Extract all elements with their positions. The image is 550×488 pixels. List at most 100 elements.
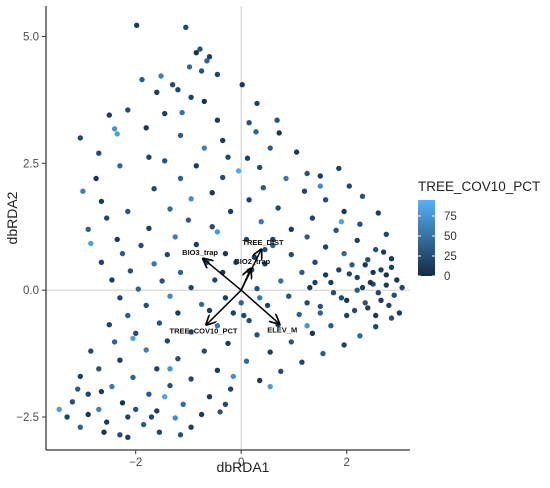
data-point [254, 285, 260, 292]
data-point [133, 330, 139, 336]
data-point [151, 186, 157, 192]
data-point [336, 165, 342, 172]
data-point [354, 274, 360, 281]
data-point [125, 414, 131, 420]
data-point [383, 231, 389, 237]
data-point [77, 135, 84, 141]
vector-label: TREE_COV10_PCT [170, 327, 238, 336]
data-point [217, 409, 223, 415]
data-point [172, 234, 178, 240]
data-point [177, 269, 184, 276]
data-point [338, 295, 345, 301]
data-point [341, 208, 347, 215]
data-point [172, 415, 178, 421]
data-point [322, 197, 329, 203]
data-point [188, 284, 194, 291]
data-point [143, 302, 149, 309]
data-point [154, 366, 160, 372]
data-point [146, 154, 152, 160]
data-point [177, 432, 184, 438]
data-point [212, 277, 218, 283]
data-point [146, 391, 152, 397]
data-point [338, 219, 345, 225]
vector-arrow [240, 289, 279, 323]
data-point [204, 58, 210, 64]
data-point [336, 267, 342, 273]
data-point [162, 110, 168, 117]
data-point [214, 367, 221, 373]
data-point [278, 278, 284, 284]
data-point [148, 414, 155, 420]
vector-label: TREE_DIST [242, 238, 284, 247]
data-point [312, 279, 318, 286]
data-point [197, 46, 203, 52]
vector-label: BIO2_trap [234, 257, 270, 266]
data-point [101, 429, 107, 435]
data-point [367, 279, 374, 286]
data-point [288, 226, 294, 232]
data-point [214, 117, 221, 123]
data-point [267, 349, 273, 355]
data-point [158, 73, 164, 79]
legend-tick-label: 50 [444, 231, 457, 243]
data-point [260, 185, 266, 191]
data-point [154, 89, 160, 96]
data-point [106, 322, 113, 328]
data-point [299, 359, 305, 365]
data-point [114, 131, 120, 137]
data-point [230, 373, 236, 380]
x-tick-label: −2 [129, 457, 142, 469]
data-point [159, 278, 165, 284]
data-point [175, 356, 181, 362]
data-point [193, 50, 199, 56]
data-point [262, 261, 268, 267]
legend-colorbar [418, 200, 435, 276]
data-point [111, 339, 118, 345]
data-point [98, 259, 105, 265]
data-point [399, 284, 405, 291]
data-point [125, 312, 131, 319]
data-point [222, 401, 229, 407]
data-point [119, 400, 126, 406]
data-point [375, 210, 381, 216]
data-point [135, 286, 141, 292]
data-point [80, 188, 86, 194]
data-point [175, 310, 181, 316]
data-point [138, 242, 144, 249]
data-point [386, 302, 392, 309]
data-point [241, 312, 247, 319]
data-point [328, 323, 334, 329]
data-point [119, 250, 126, 257]
data-point [388, 315, 395, 321]
data-point [267, 145, 273, 151]
data-point [258, 219, 264, 225]
data-point [267, 383, 273, 390]
data-point [238, 300, 244, 306]
data-point [246, 317, 252, 324]
data-point [330, 290, 337, 296]
data-point [346, 183, 352, 189]
y-axis-title: dbRDA2 [4, 191, 20, 244]
data-point [293, 149, 300, 155]
data-point [341, 250, 347, 257]
data-point [64, 414, 70, 420]
data-point [274, 117, 280, 123]
data-point [317, 173, 323, 179]
data-point [257, 295, 263, 301]
data-point [206, 307, 213, 314]
data-point [162, 394, 168, 400]
data-point [186, 64, 193, 70]
data-point [317, 183, 323, 189]
data-point [309, 330, 316, 336]
data-point [341, 342, 347, 348]
data-point [130, 335, 136, 342]
data-point [177, 132, 184, 139]
data-point [162, 158, 168, 164]
data-point [373, 324, 379, 330]
data-point [188, 424, 194, 430]
data-point [222, 250, 229, 257]
data-point [85, 411, 91, 418]
data-point [198, 301, 205, 308]
data-point [193, 241, 199, 248]
